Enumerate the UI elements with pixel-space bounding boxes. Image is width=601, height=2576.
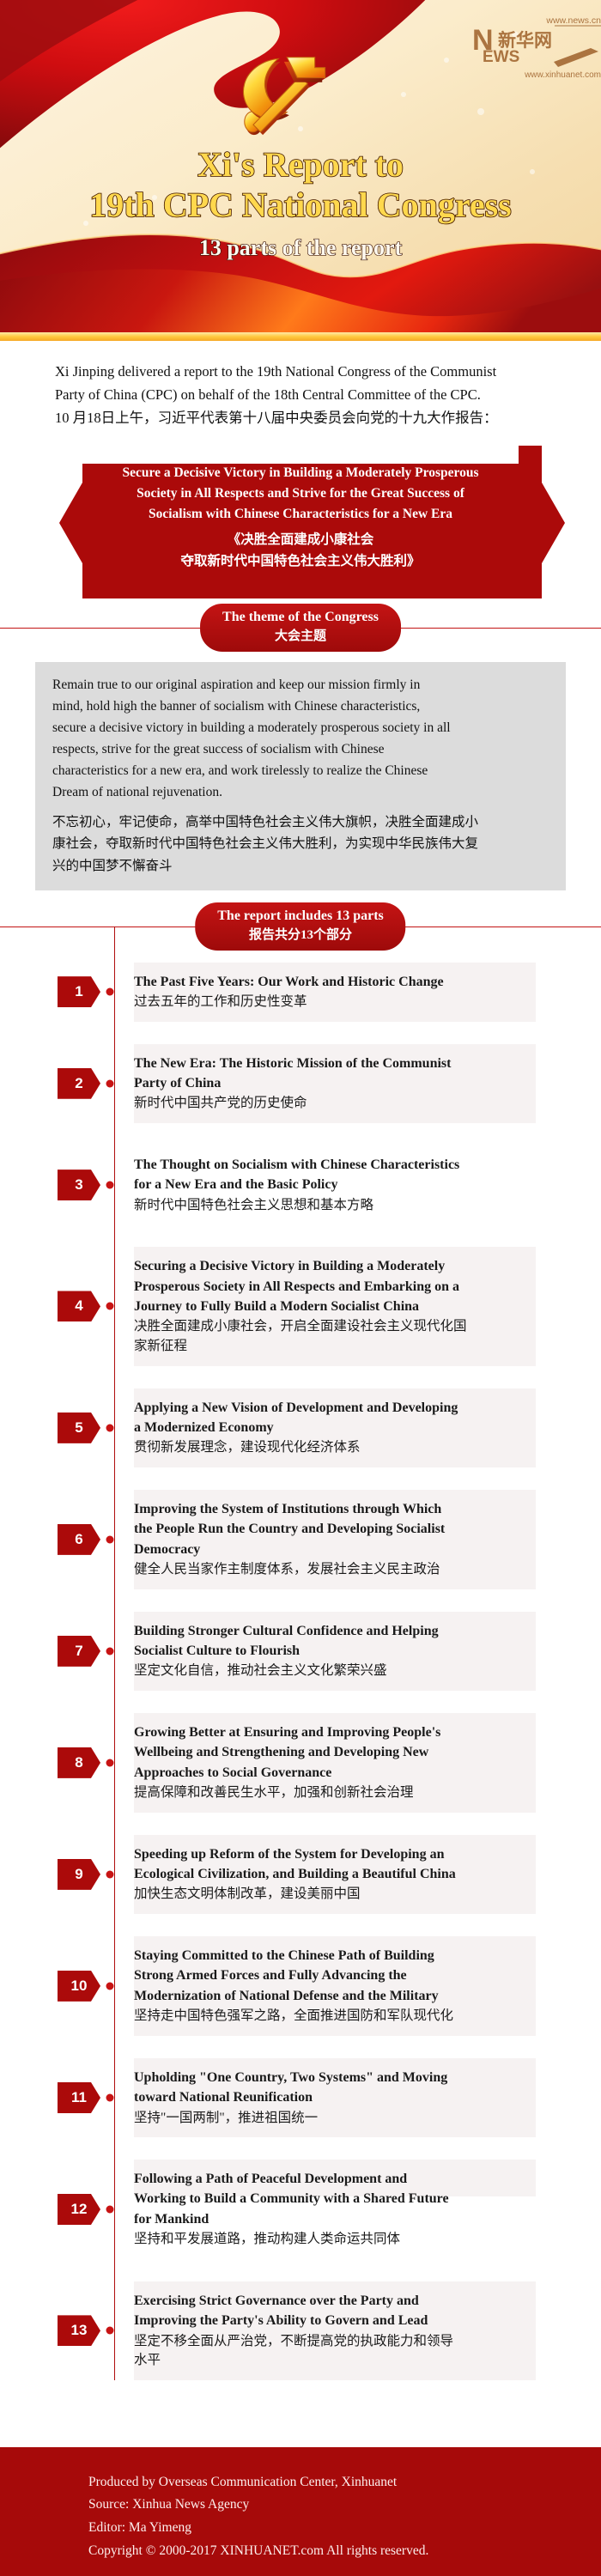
svg-text:www.news.cn: www.news.cn xyxy=(545,15,601,26)
svg-text:EWS: EWS xyxy=(483,48,519,66)
svg-text:www.xinhuanet.com: www.xinhuanet.com xyxy=(524,70,601,80)
